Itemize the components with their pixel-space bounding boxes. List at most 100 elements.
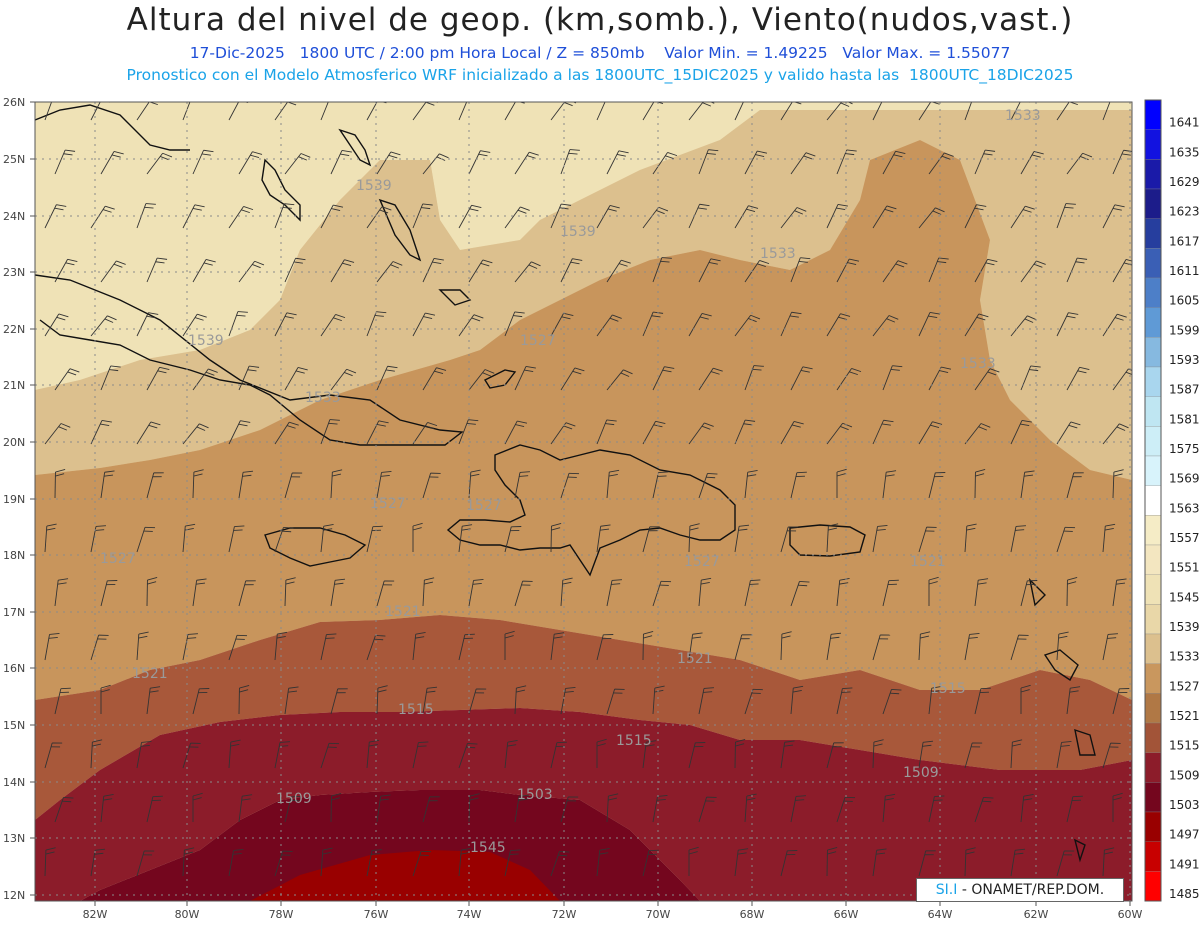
wind-barb: [872, 848, 887, 877]
colorbar-label: 1515: [1169, 739, 1200, 753]
colorbar-label: 1563: [1169, 501, 1200, 515]
wind-barb: [228, 848, 244, 877]
wind-barb: [44, 847, 56, 877]
wind-barb: [146, 152, 173, 175]
colorbar-label: 1605: [1169, 294, 1200, 308]
colorbar-swatch: [1144, 515, 1162, 546]
wind-barb: [192, 469, 204, 499]
wind-barb: [376, 470, 392, 499]
colorbar-frame: [1144, 99, 1162, 902]
wind-barb: [412, 741, 429, 769]
wind-barb: [468, 150, 491, 175]
lon-label: 74W: [457, 908, 482, 921]
colorbar-swatch: [1144, 129, 1162, 160]
colorbar-label: 1623: [1169, 205, 1200, 219]
colorbar-label: 1587: [1169, 383, 1200, 397]
wind-barb: [780, 311, 802, 337]
wind-barb: [1066, 795, 1083, 823]
wind-barb: [836, 796, 856, 823]
wind-barb: [698, 367, 723, 391]
wind-barb: [44, 102, 53, 121]
contour-label: 1515: [398, 702, 434, 718]
wind-barb: [734, 848, 749, 877]
wind-barb: [504, 420, 528, 445]
wind-barb: [192, 259, 216, 283]
wind-barb: [882, 579, 899, 607]
wind-barb: [376, 151, 401, 175]
wind-barb: [468, 578, 484, 607]
wind-barb: [514, 365, 536, 391]
wind-barb: [136, 421, 161, 445]
wind-barb: [422, 257, 444, 283]
wind-barb: [1010, 525, 1026, 553]
wind-barb: [192, 578, 207, 607]
wind-barb: [274, 631, 288, 661]
wind-barb: [836, 578, 850, 607]
wind-barb: [136, 312, 159, 337]
wind-barb: [274, 203, 295, 229]
wind-barb: [780, 102, 802, 121]
wind-barb: [652, 471, 669, 499]
wind-barb: [366, 634, 386, 661]
wind-barb: [376, 794, 391, 823]
colorbar-swatch: [1144, 604, 1162, 635]
contour-label: 1527: [100, 551, 136, 567]
contour-label: 1533: [760, 246, 796, 262]
wind-barb: [964, 847, 976, 877]
lat-label: 15N: [3, 719, 25, 732]
colorbar-label: 1599: [1169, 323, 1200, 337]
colorbar-label: 1509: [1169, 768, 1200, 782]
wind-barb: [228, 206, 254, 229]
wind-barb: [790, 580, 810, 607]
wind-barb: [974, 796, 994, 823]
wind-barb: [284, 686, 299, 715]
wind-barb: [1056, 631, 1069, 661]
wind-barb: [228, 420, 251, 445]
wind-barb: [918, 207, 945, 229]
wind-barb: [872, 524, 888, 553]
colorbar-label: 1569: [1169, 472, 1200, 486]
wind-barb: [320, 847, 333, 877]
wind-barb: [376, 365, 398, 391]
wind-barb: [928, 366, 952, 391]
wind-barb: [826, 632, 842, 661]
wind-barb: [54, 258, 78, 283]
wind-barb: [1102, 423, 1129, 445]
contour-label: 1515: [930, 681, 966, 697]
wind-barb: [826, 523, 839, 553]
wind-barb: [872, 205, 897, 229]
wind-barb: [100, 684, 111, 714]
wind-barb: [744, 579, 761, 607]
wind-barb: [688, 523, 700, 553]
wind-barb: [90, 102, 110, 121]
wind-barb: [560, 258, 583, 283]
wind-barb: [918, 311, 940, 337]
wind-barb: [780, 421, 804, 445]
wind-barb: [274, 526, 294, 553]
wind-barb: [974, 578, 989, 607]
wind-barb: [146, 472, 164, 499]
colorbar-swatch: [1144, 277, 1162, 308]
wind-barb: [780, 207, 807, 229]
wind-barb: [228, 739, 241, 769]
wind-barb: [964, 102, 973, 121]
wind-barb: [550, 312, 574, 337]
colorbar-swatch: [1144, 307, 1162, 338]
wind-barb: [744, 150, 768, 175]
colorbar-swatch: [1144, 693, 1162, 724]
wind-barb: [504, 206, 530, 229]
wind-barb: [918, 102, 940, 121]
wind-barb: [422, 367, 447, 391]
wind-barb: [918, 740, 934, 769]
wind-barb: [1102, 523, 1116, 553]
wind-barb: [412, 422, 438, 445]
wind-barb: [1066, 577, 1078, 607]
contour-label: 1533: [1005, 108, 1041, 124]
wind-barb: [1102, 204, 1125, 229]
wind-barb: [54, 469, 66, 499]
wind-barb: [550, 523, 562, 553]
wind-barb: [596, 314, 622, 337]
wind-barb: [238, 794, 253, 823]
wind-barb: [734, 205, 759, 229]
wind-barb: [596, 738, 607, 768]
